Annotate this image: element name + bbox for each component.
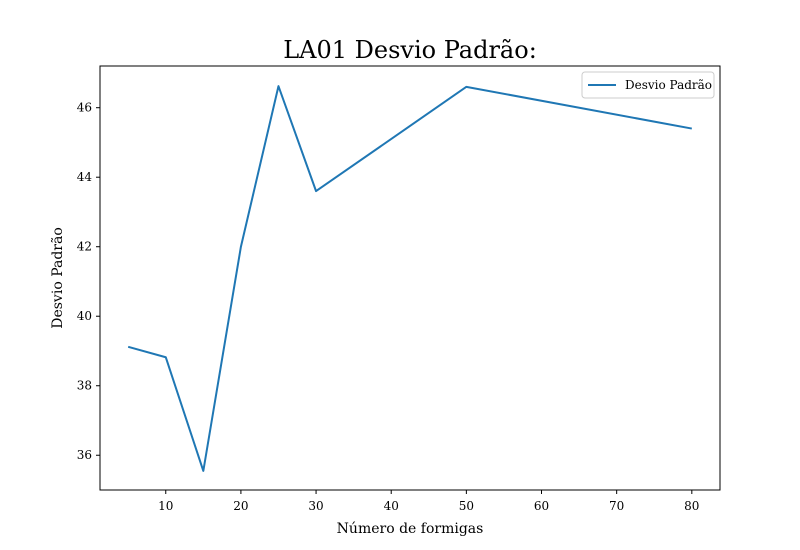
x-tick-label: 50	[459, 499, 474, 513]
legend-label: Desvio Padrão	[625, 78, 712, 92]
chart-title: LA01 Desvio Padrão:	[283, 36, 537, 64]
x-tick-label: 20	[233, 499, 248, 513]
x-tick-label: 10	[158, 499, 173, 513]
plot-area-frame	[99, 65, 721, 491]
y-tick-label: 44	[77, 170, 93, 184]
y-tick-label: 42	[77, 240, 92, 254]
x-tick-label: 60	[534, 499, 549, 513]
y-tick-label: 40	[77, 309, 92, 323]
series-layer	[127, 85, 693, 472]
y-axis-label: Desvio Padrão	[50, 227, 66, 329]
x-tick-label: 40	[384, 499, 399, 513]
x-axis-label: Número de formigas	[337, 521, 484, 537]
y-tick-label: 46	[77, 101, 92, 115]
y-tick-label: 36	[77, 448, 92, 462]
x-axis-ticks: 10 20 30 40 50 60 70 80	[158, 490, 699, 513]
series-line	[127, 85, 693, 472]
x-tick-label: 30	[308, 499, 323, 513]
x-tick-label: 70	[609, 499, 624, 513]
x-tick-label: 80	[684, 499, 699, 513]
legend: Desvio Padrão	[581, 71, 715, 99]
y-axis-ticks: 36 38 40 42 44 46	[77, 101, 100, 462]
y-tick-label: 38	[77, 379, 92, 393]
legend-box	[581, 71, 715, 99]
